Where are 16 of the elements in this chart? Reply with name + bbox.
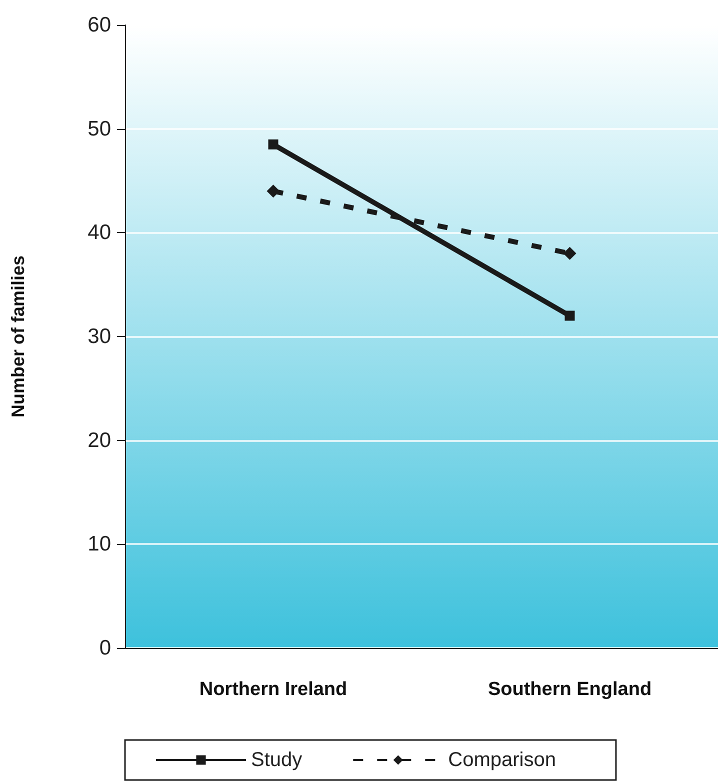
point <box>564 310 575 321</box>
y-tick-label: 60 <box>88 14 111 36</box>
y-tick-label: 20 <box>88 428 111 452</box>
y-axis-title: Number of families <box>8 255 28 418</box>
y-tick-label: 10 <box>88 532 111 556</box>
y-tick-label: 40 <box>88 221 111 244</box>
point <box>268 139 278 150</box>
point <box>266 184 280 198</box>
x-tick-label: Northern Ireland <box>199 679 348 700</box>
x-tick-label: Southern England <box>488 679 652 700</box>
legend-label: Comparison <box>448 749 556 771</box>
legend-label: Study <box>251 749 302 771</box>
y-tick-label: 50 <box>88 117 111 140</box>
y-tick-label: 0 <box>99 636 111 660</box>
point <box>563 246 576 260</box>
y-tick-label: 30 <box>88 325 111 348</box>
